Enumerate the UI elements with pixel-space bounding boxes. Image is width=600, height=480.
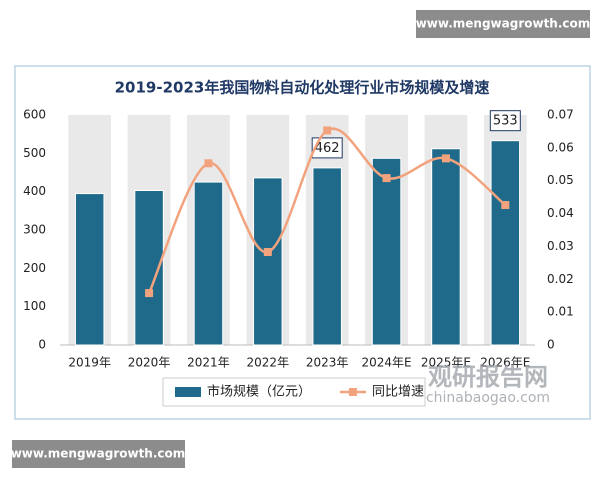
url-box: [416, 10, 590, 38]
marker: [145, 289, 154, 298]
data-label: 462: [315, 141, 340, 156]
y2-tick-label: 0.01: [547, 305, 574, 319]
data-label-box: [489, 110, 521, 132]
legend-label: 同比增速: [372, 385, 424, 400]
y-tick-label: 0: [38, 338, 46, 352]
bar: [371, 157, 402, 346]
footer-url: www.mengwagrowth.com: [11, 447, 186, 461]
y-tick-label: 400: [23, 184, 46, 198]
x-tick-label: 2025年E: [421, 356, 471, 370]
marker: [204, 159, 213, 168]
marker: [441, 154, 450, 163]
chart-title: 2019-2023年我国物料自动化处理行业市场规模及增速: [115, 79, 490, 97]
bar: [490, 140, 521, 346]
y-tick-label: 200: [23, 261, 46, 275]
y-tick-label: 500: [23, 146, 46, 160]
x-tick-label: 2026年E: [480, 356, 530, 370]
x-tick-label: 2019年: [68, 356, 111, 370]
legend-label: 市场规模（亿元）: [207, 384, 311, 400]
bar: [253, 177, 283, 346]
y2-tick-label: 0.02: [547, 272, 574, 286]
marker: [501, 201, 510, 210]
x-tick-label: 2023年: [306, 356, 349, 370]
marker: [323, 126, 332, 135]
marker: [263, 248, 272, 257]
legend-swatch: [175, 387, 201, 397]
y-tick-label: 600: [23, 108, 46, 122]
data-label-box: [311, 137, 343, 159]
y-tick-label: 300: [23, 223, 46, 237]
legend-box: [162, 377, 426, 407]
x-tick-label: 2020年: [128, 356, 171, 370]
x-tick-label: 2022年: [247, 356, 290, 370]
legend-swatch: [349, 388, 357, 396]
marker: [382, 174, 391, 183]
bar: [431, 148, 461, 346]
header-url: www.mengwagrowth.com: [416, 17, 591, 31]
x-tick-label: 2021年: [187, 356, 230, 370]
y2-tick-label: 0.05: [547, 173, 574, 187]
bar: [193, 181, 224, 346]
watermark-url: chinabaogao.com: [426, 390, 550, 406]
y-tick-label: 100: [23, 299, 46, 313]
y2-tick-label: 0.03: [547, 239, 574, 253]
bar: [74, 193, 105, 346]
x-tick-label: 2024年E: [362, 356, 412, 370]
watermark-name: 观研报告网: [428, 363, 548, 391]
data-label: 533: [493, 114, 518, 129]
url-box: [12, 440, 185, 468]
y2-tick-label: 0.04: [547, 206, 574, 220]
y2-tick-label: 0.06: [547, 140, 574, 154]
y2-tick-label: 0: [547, 338, 555, 352]
y2-tick-label: 0.07: [547, 108, 574, 122]
bar: [312, 167, 342, 346]
